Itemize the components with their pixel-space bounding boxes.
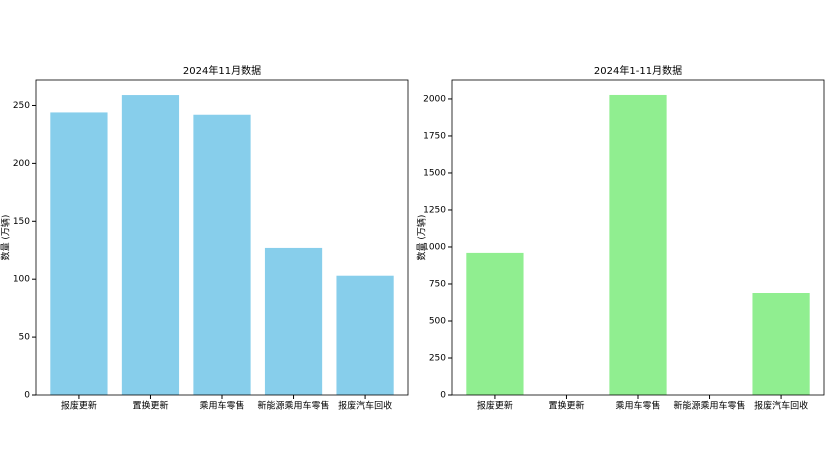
y-tick-label: 250 (13, 101, 30, 111)
plot-frame (451, 79, 825, 396)
bar (466, 252, 524, 395)
y-axis-label: 数量 (万辆) (0, 215, 12, 261)
y-tick-label: 1500 (423, 168, 446, 178)
y-tick-label: 0 (440, 391, 446, 401)
y-tick-label: 1750 (423, 131, 446, 141)
y-tick-label: 2000 (423, 94, 446, 104)
y-tick-label: 1250 (423, 205, 446, 215)
x-tick-label: 乘用车零售 (615, 400, 660, 412)
y-axis-label: 数量 (万辆) (416, 215, 428, 261)
x-tick-label: 报废更新 (61, 400, 97, 412)
bar (336, 275, 394, 395)
chart-title: 2024年11月数据 (183, 64, 261, 77)
y-tick-label: 200 (13, 159, 30, 169)
bar (264, 247, 323, 395)
chart-title: 2024年1-11月数据 (594, 64, 682, 77)
bar (609, 94, 667, 396)
y-tick-label: 1000 (423, 242, 446, 252)
x-tick-label: 置换更新 (132, 400, 168, 412)
bar (121, 95, 180, 395)
y-tick-label: 50 (19, 333, 31, 343)
bar (50, 112, 108, 396)
bar (752, 293, 810, 395)
x-tick-label: 报废汽车回收 (754, 400, 808, 412)
y-tick-label: 100 (13, 275, 30, 285)
x-tick-label: 报废更新 (477, 400, 513, 412)
y-tick-label: 500 (429, 316, 446, 326)
plot-frame (35, 79, 409, 396)
x-tick-label: 乘用车零售 (199, 400, 244, 412)
x-tick-label: 新能源乘用车零售 (258, 400, 330, 412)
y-tick-label: 0 (24, 391, 30, 401)
x-tick-label: 置换更新 (548, 400, 584, 412)
y-tick-label: 150 (13, 217, 30, 227)
bar (193, 114, 251, 395)
x-tick-label: 报废汽车回收 (338, 400, 392, 412)
y-tick-label: 750 (429, 279, 446, 289)
x-tick-label: 新能源乘用车零售 (674, 400, 746, 412)
y-tick-label: 250 (429, 353, 446, 363)
